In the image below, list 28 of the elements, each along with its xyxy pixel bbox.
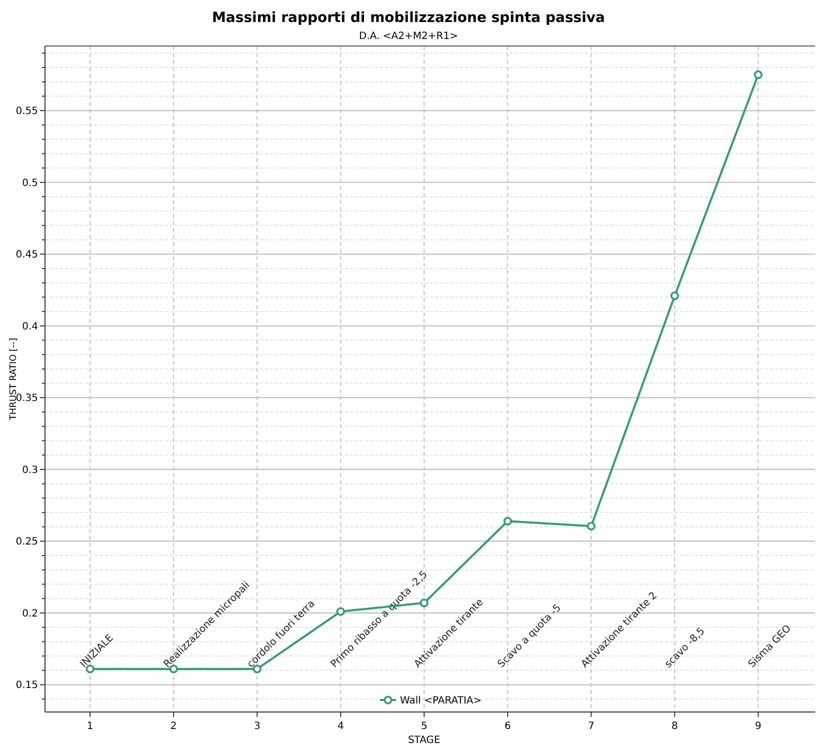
point	[754, 70, 762, 79]
legend-label: Wall <PARATIA>	[400, 696, 482, 706]
y-tick-label: 0.35	[16, 393, 38, 404]
x-tick-label: 4	[337, 721, 344, 732]
x-tick-label: 6	[504, 721, 511, 732]
chart-title: Massimi rapporti di mobilizzazione spinta passiva	[212, 10, 605, 26]
x-tick-label: 9	[755, 721, 762, 732]
point	[503, 516, 512, 526]
chart-subtitle: D.A. <A2+M2+R1>	[359, 31, 458, 42]
y-tick-label: 0.55	[16, 106, 38, 118]
y-tick-label: 0.15	[16, 680, 38, 692]
point	[420, 598, 428, 608]
y-tick-label: 0.5	[22, 178, 38, 189]
x-tick-label: 2	[170, 721, 177, 732]
x-tick-label: 1	[86, 721, 94, 732]
y-tick-label: 0.25	[16, 536, 38, 548]
y-tick-label: 0.45	[16, 250, 38, 261]
x-tick-label: 8	[672, 721, 678, 732]
x-axis-title: STAGE	[408, 735, 440, 745]
point	[670, 291, 679, 300]
y-tick-label: 0.2	[22, 608, 38, 620]
y-tick-label: 0.4	[22, 321, 38, 332]
x-tick-label: 5	[420, 721, 428, 732]
x-tick-label: 3	[254, 721, 260, 732]
x-tick-label: 7	[588, 721, 594, 732]
point	[336, 607, 345, 616]
y-tick-label: 0.3	[22, 464, 38, 476]
point	[586, 522, 596, 530]
